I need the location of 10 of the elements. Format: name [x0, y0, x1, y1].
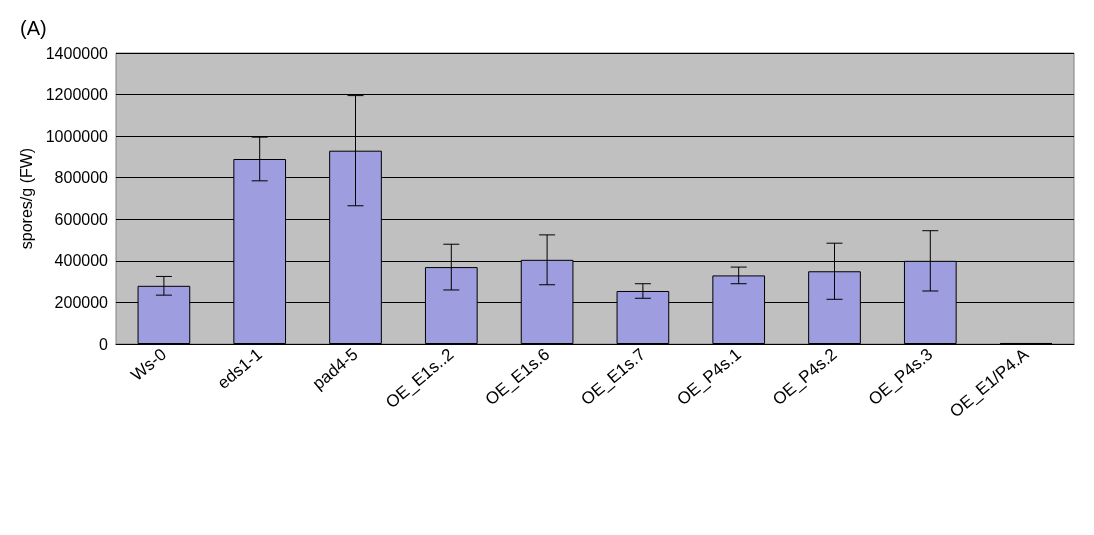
- y-tick-label: 800000: [54, 169, 109, 187]
- y-tick-label: 1200000: [45, 86, 109, 104]
- y-tick-label: 1000000: [45, 127, 109, 145]
- text: (A): [20, 17, 47, 39]
- y-tick-label: 1400000: [45, 44, 109, 62]
- y-tick-label: 600000: [54, 210, 109, 228]
- y-tick-label: 400000: [54, 252, 109, 270]
- y-axis-title: spores/g (FW): [17, 147, 35, 250]
- y-tick-label: 200000: [54, 293, 109, 311]
- y-tick-label: 0: [99, 335, 109, 353]
